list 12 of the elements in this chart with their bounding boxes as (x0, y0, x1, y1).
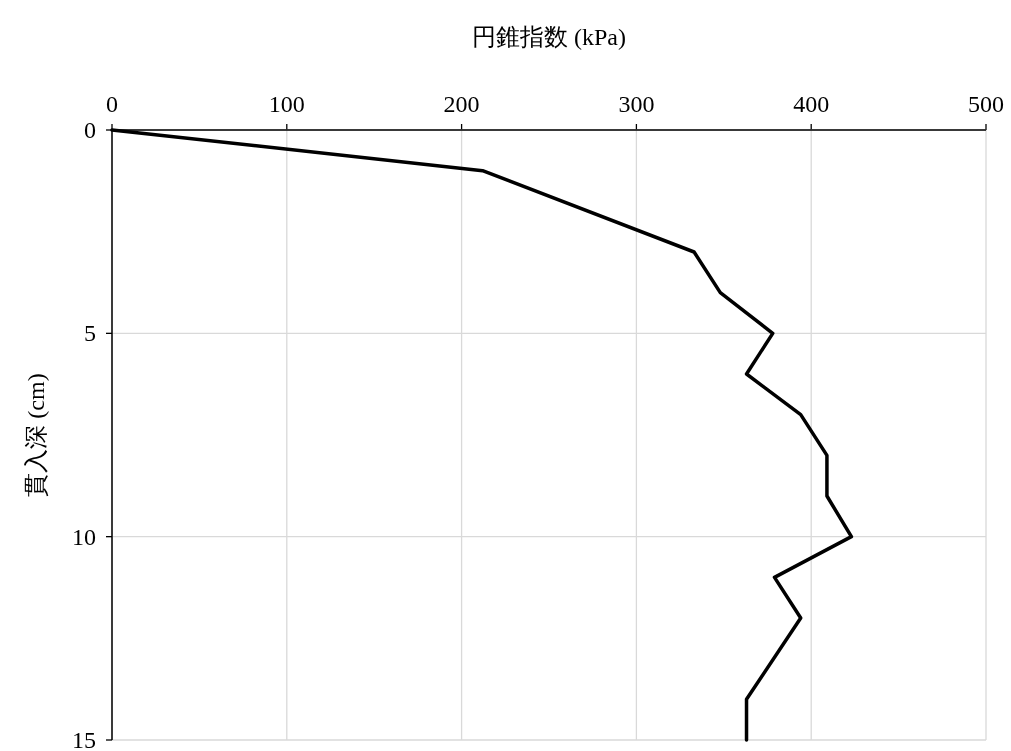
x-tick-label: 500 (968, 91, 1004, 117)
y-axis-title: 貫入深 (cm) (23, 373, 49, 497)
x-tick-label: 100 (268, 91, 305, 117)
y-tick-label: 0 (84, 117, 96, 143)
y-tick-label: 15 (72, 727, 96, 751)
y-tick-label: 10 (72, 523, 96, 550)
x-tick-label: 0 (106, 91, 118, 117)
x-tick-label: 400 (793, 91, 830, 117)
y-tick-label: 5 (84, 320, 96, 347)
x-tick-label: 300 (618, 91, 655, 117)
x-axis-title: 円錐指数 (kPa) (472, 24, 626, 50)
x-tick-label: 200 (443, 91, 480, 117)
